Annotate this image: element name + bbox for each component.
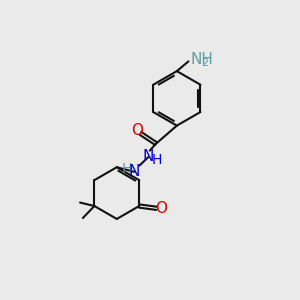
Text: O: O: [131, 123, 143, 138]
Text: H: H: [151, 153, 162, 167]
Text: N: N: [143, 149, 154, 164]
Text: 2: 2: [201, 58, 208, 68]
Text: O: O: [155, 201, 167, 216]
Text: N: N: [128, 164, 140, 179]
Text: NH: NH: [190, 52, 213, 67]
Text: H: H: [122, 162, 132, 176]
